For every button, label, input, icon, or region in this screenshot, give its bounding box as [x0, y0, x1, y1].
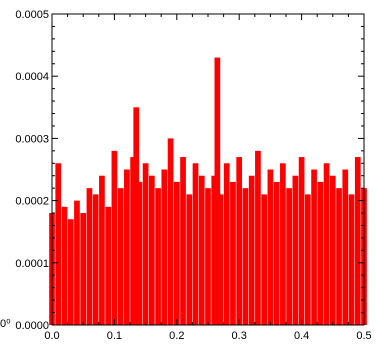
bar	[311, 169, 317, 325]
bar	[161, 169, 168, 325]
bar	[180, 157, 186, 325]
labels-layer: 0.0 0.1 0.2 0.3 0.4 0.5 0.0000 0.0001 0.0002 0.00…	[0, 9, 372, 342]
bar	[136, 181, 143, 325]
bar	[329, 175, 336, 325]
bar	[273, 181, 280, 325]
bar	[214, 57, 221, 325]
bar	[317, 181, 324, 325]
bar	[148, 175, 155, 325]
bar	[86, 188, 93, 325]
bar	[67, 219, 74, 325]
bar	[292, 175, 299, 325]
bar	[348, 194, 355, 325]
bar	[298, 157, 305, 325]
bar	[80, 213, 87, 325]
y-tick-label: 0.0004	[15, 71, 49, 83]
bar	[280, 163, 286, 325]
bar	[192, 163, 199, 325]
y-tick-label: 0.0005	[15, 9, 49, 21]
bar	[111, 150, 118, 325]
bar	[167, 138, 174, 325]
bar	[173, 181, 180, 325]
bar	[99, 175, 105, 325]
bar	[304, 194, 311, 325]
bar	[267, 169, 274, 325]
bar	[74, 200, 80, 325]
bar	[186, 194, 193, 325]
bar	[323, 163, 330, 325]
bar	[130, 157, 136, 325]
bar	[242, 188, 249, 325]
y-tick-label: 0.0003	[15, 133, 49, 145]
bar	[124, 169, 130, 325]
y-tick-label: 0.0002	[15, 196, 49, 208]
y-axis-partial-label: 0⁰	[0, 318, 11, 330]
bar	[230, 181, 236, 325]
y-tick-label: 0.0001	[15, 258, 49, 270]
bar	[336, 188, 342, 325]
bar	[255, 150, 261, 325]
bar	[205, 188, 211, 325]
x-tick-label: 0.2	[169, 330, 184, 342]
x-tick-label: 0.4	[294, 330, 309, 342]
bar	[211, 175, 218, 325]
bars-layer	[49, 57, 367, 325]
x-tick-label: 0.1	[107, 330, 122, 342]
x-tick-label: 0.5	[356, 330, 371, 342]
y-tick-label: 0.0000	[15, 320, 49, 332]
bar	[223, 163, 230, 325]
x-tick-label: 0.3	[232, 330, 247, 342]
bar	[105, 206, 112, 325]
bar	[198, 175, 205, 325]
bar	[354, 157, 361, 325]
bar	[142, 163, 149, 325]
bar	[248, 175, 255, 325]
bar	[217, 194, 224, 325]
bar	[117, 188, 124, 325]
ticks-layer	[51, 13, 365, 326]
bar	[55, 163, 62, 325]
bar	[236, 157, 243, 325]
bar	[61, 206, 68, 325]
bar	[133, 107, 140, 325]
x-tick-label: 0.0	[44, 330, 59, 342]
bar	[342, 169, 349, 325]
bar	[155, 188, 161, 325]
bar	[92, 194, 99, 325]
bar	[261, 194, 268, 325]
bar	[286, 188, 292, 325]
